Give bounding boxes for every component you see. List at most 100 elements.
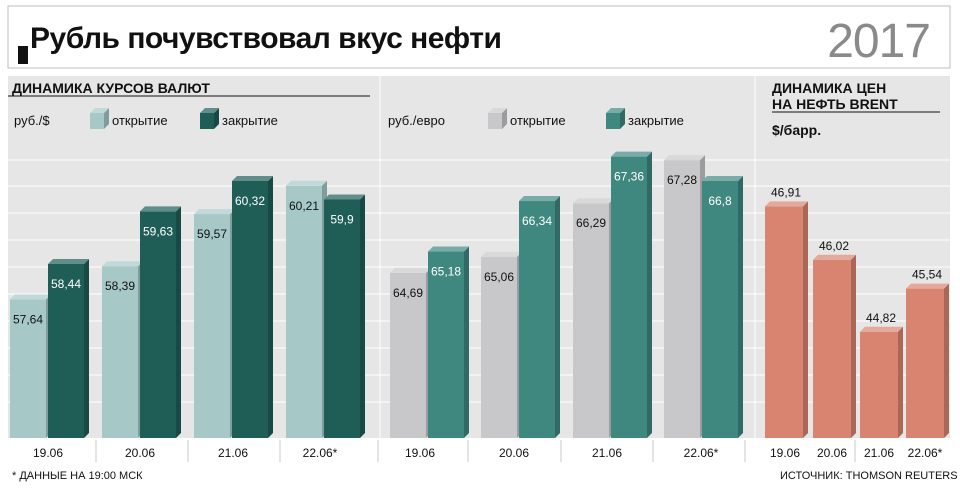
eur-close-bar-1-front: [519, 201, 555, 438]
oil-bar-2-side: [898, 326, 903, 438]
oil-bar-0-front: [765, 206, 803, 438]
usd-close-bar-3: [324, 194, 365, 438]
oil-bar-0-side: [803, 201, 808, 438]
eur-close-bar-0-label: 65,18: [431, 265, 461, 279]
oil-bar-2-top: [860, 326, 903, 332]
usd-open-bar-1: [102, 261, 143, 438]
eur-close-bar-2-side: [647, 151, 652, 438]
usd-close-bar-3-side: [360, 194, 365, 438]
eur-category-1: 20.06: [499, 446, 529, 460]
headline: Рубль почувствовал вкус нефти: [30, 22, 502, 55]
eur-open-bar-3-front: [664, 160, 700, 438]
footnote-source: ИСТОЧНИК: THOMSON REUTERS: [780, 470, 958, 482]
usd-close-bar-0-label: 58,44: [51, 277, 81, 291]
currency-section-title: ДИНАМИКА КУРСОВ ВАЛЮТ: [12, 80, 210, 96]
usd-close-bar-0-top: [48, 258, 89, 264]
eur-legend-open-swatch-side: [502, 108, 507, 129]
eur-legend-open-label: открытие: [510, 113, 566, 128]
usd-close-bar-3-top: [324, 194, 365, 200]
oil-bar-0-top: [765, 201, 808, 207]
eur-open-bar-0: [390, 267, 431, 438]
usd-legend-close-label: закрытие: [222, 113, 278, 128]
usd-open-bar-3: [286, 180, 327, 438]
usd-close-bar-1-top: [140, 206, 181, 212]
usd-legend-open-swatch-top: [90, 108, 109, 113]
eur-legend-close-swatch-front: [606, 113, 620, 129]
headline-marker: [18, 46, 28, 64]
eur-legend-open-swatch-top: [488, 108, 507, 113]
usd-legend-close-swatch-side: [214, 108, 219, 129]
usd-legend-open-swatch-side: [104, 108, 109, 129]
usd-category-2: 21.06: [218, 446, 248, 460]
usd-category-3: 22.06*: [303, 446, 338, 460]
oil-category-0: 19.06: [770, 446, 800, 460]
usd-legend-open-label: открытие: [112, 113, 168, 128]
usd-close-bar-1-label: 59,63: [143, 224, 173, 238]
usd-open-bar-3-front: [286, 185, 322, 438]
usd-open-bar-2-front: [194, 214, 230, 438]
category-strip: [8, 438, 950, 464]
header-frame: [7, 5, 951, 69]
eur-category-2: 21.06: [592, 446, 622, 460]
usd-close-bar-1-side: [176, 206, 181, 438]
usd-open-bar-2-top: [194, 209, 235, 215]
oil-bar-1-label: 46,02: [819, 239, 849, 253]
oil-unit-label: $/барр.: [772, 122, 822, 138]
eur-open-bar-0-label: 64,69: [393, 286, 423, 300]
usd-close-bar-1-front: [140, 211, 176, 438]
eur-close-bar-0-front: [428, 251, 464, 438]
eur-close-bar-0-side: [464, 246, 469, 438]
oil-bar-3-front: [906, 288, 944, 438]
oil-category-1: 20.06: [817, 446, 847, 460]
usd-open-bar-1-front: [102, 266, 138, 438]
usd-close-bar-2-label: 60,32: [235, 194, 265, 208]
usd-close-bar-0: [48, 258, 89, 438]
eur-legend-close-swatch: [606, 108, 625, 129]
usd-open-bar-2: [194, 209, 235, 438]
eur-open-bar-2-label: 66,29: [576, 216, 606, 230]
oil-bar-2-front: [860, 331, 898, 438]
oil-category-2: 21.06: [864, 446, 894, 460]
oil-bar-2-label: 44,82: [866, 311, 896, 325]
eur-close-bar-1-label: 66,34: [522, 214, 552, 228]
eur-close-bar-1-side: [555, 196, 560, 438]
eur-open-bar-1-label: 65,06: [484, 270, 514, 284]
usd-close-bar-2: [232, 175, 273, 438]
usd-open-bar-0-front: [10, 299, 46, 438]
usd-open-bar-2-label: 59,57: [197, 227, 227, 241]
oil-bar-3-side: [944, 283, 949, 438]
usd-legend-open-swatch: [90, 108, 109, 129]
usd-close-bar-1: [140, 206, 181, 438]
eur-close-bar-3-side: [738, 175, 743, 438]
eur-legend-open-swatch-front: [488, 113, 502, 129]
usd-legend-close-swatch-front: [200, 113, 214, 129]
eur-category-0: 19.06: [405, 446, 435, 460]
eur-legend-close-swatch-side: [620, 108, 625, 129]
year-label: 2017: [827, 15, 931, 68]
oil-bar-1: [813, 254, 856, 438]
oil-bar-3-label: 45,54: [912, 268, 942, 282]
usd-unit-label: руб./$: [14, 113, 50, 128]
eur-open-bar-3-top: [664, 155, 705, 161]
oil-section-title-line2: НА НЕФТЬ BRENT: [772, 96, 898, 112]
usd-open-bar-3-label: 60,21: [289, 199, 319, 213]
oil-bar-1-front: [813, 259, 851, 438]
eur-close-bar-0-top: [428, 246, 469, 252]
eur-open-bar-1-front: [481, 256, 517, 438]
eur-open-bar-0-front: [390, 272, 426, 438]
eur-unit-label: руб./евро: [388, 113, 445, 128]
usd-open-bar-0-top: [10, 294, 51, 300]
usd-close-bar-2-top: [232, 175, 273, 181]
oil-bar-1-top: [813, 254, 856, 260]
usd-close-bar-3-label: 59,9: [330, 213, 354, 227]
oil-section-title-line1: ДИНАМИКА ЦЕН: [772, 80, 887, 96]
eur-open-bar-0-top: [390, 267, 431, 273]
eur-close-bar-1: [519, 196, 560, 438]
eur-close-bar-3: [702, 175, 743, 438]
usd-open-bar-1-label: 58,39: [105, 279, 135, 293]
footnote-time: * ДАННЫЕ НА 19:00 МСК: [12, 470, 143, 482]
eur-open-bar-2-front: [573, 203, 609, 438]
eur-close-bar-2-label: 67,36: [614, 170, 644, 184]
usd-open-bar-3-top: [286, 180, 327, 186]
